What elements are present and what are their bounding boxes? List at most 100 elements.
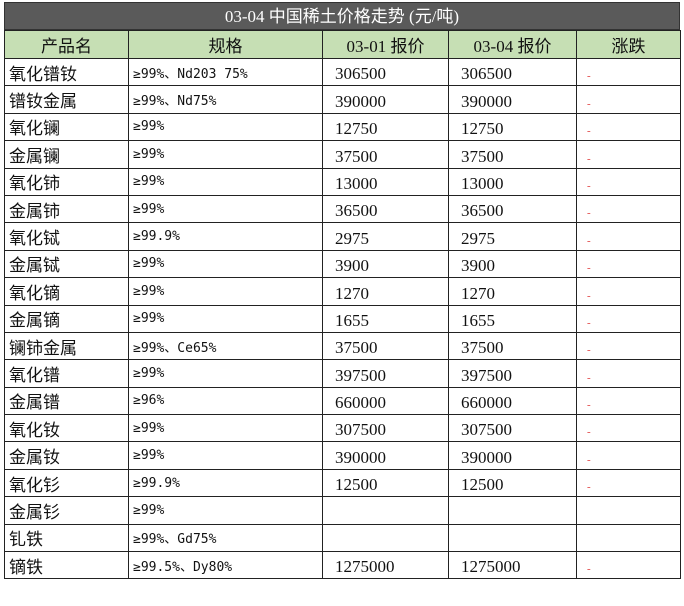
- empty-cell: [576, 496, 681, 525]
- spec: ≥99%、Ce65%: [128, 331, 323, 361]
- header-cell: 03-01 报价: [322, 30, 449, 59]
- change: -: [576, 249, 681, 279]
- header-cell: 涨跌: [576, 30, 681, 59]
- empty-cell: [322, 523, 449, 553]
- price: 3900: [322, 249, 449, 279]
- spec: ≥99%: [128, 304, 323, 333]
- header-cell: 规格: [128, 30, 323, 59]
- price: 37500: [448, 140, 577, 169]
- price: 12500: [322, 468, 449, 498]
- price: 13000: [448, 167, 577, 196]
- spec: ≥99%: [128, 249, 323, 279]
- header-cell: 03-04 报价: [448, 30, 577, 59]
- price: 37500: [448, 331, 577, 361]
- change: -: [576, 304, 681, 333]
- change: -: [576, 167, 681, 196]
- spec: ≥99%: [128, 277, 323, 306]
- product-name: 金属铈: [4, 194, 129, 224]
- table-row: 金属镧 ≥99% 37500 37500-: [4, 140, 681, 169]
- spec: ≥99%: [128, 140, 323, 169]
- spec: ≥99%: [128, 441, 323, 470]
- price: 390000: [448, 85, 577, 114]
- price: 12500: [448, 468, 577, 498]
- spec: ≥96%: [128, 386, 323, 416]
- table-row: 金属钕 ≥99% 390000 390000-: [4, 441, 681, 470]
- price: 306500: [322, 57, 449, 87]
- empty-cell: [448, 523, 577, 553]
- spec: ≥99%: [128, 167, 323, 196]
- change: -: [576, 468, 681, 498]
- price: 390000: [322, 85, 449, 114]
- product-name: 金属钕: [4, 441, 129, 470]
- price: 1655: [322, 304, 449, 333]
- table-row: 氧化镨钕 ≥99%、Nd203 75% 306500 306500-: [4, 57, 681, 87]
- spec: ≥99%、Nd203 75%: [128, 57, 323, 87]
- price: 12750: [322, 112, 449, 142]
- price: 1270: [448, 277, 577, 306]
- table-row: 镧铈金属 ≥99%、Ce65% 37500 37500-: [4, 331, 681, 361]
- product-name: 氧化镨钕: [4, 57, 129, 87]
- header-row: 产品名 规格 03-01 报价 03-04 报价 涨跌: [4, 30, 681, 59]
- change: -: [576, 441, 681, 470]
- product-name: 氧化镨: [4, 359, 129, 388]
- spec: ≥99%: [128, 112, 323, 142]
- empty-cell: [448, 496, 577, 525]
- table-row: 氧化镧 ≥99% 12750 12750-: [4, 112, 681, 142]
- table-title: 03-04 中国稀土价格走势 (元/吨): [4, 2, 680, 30]
- spec: ≥99%: [128, 496, 323, 525]
- price-table: 03-04 中国稀土价格走势 (元/吨) 产品名 规格 03-01 报价 03-04 …: [4, 2, 681, 580]
- product-name: 钆铁: [4, 523, 129, 553]
- table-row: 氧化钕 ≥99% 307500 307500-: [4, 414, 681, 443]
- spec: ≥99%、Nd75%: [128, 85, 323, 114]
- product-name: 镨钕金属: [4, 85, 129, 114]
- price: 390000: [322, 441, 449, 470]
- product-name: 氧化铽: [4, 222, 129, 251]
- table-row: 氧化铈 ≥99% 13000 13000-: [4, 167, 681, 196]
- table-row: 金属钐 ≥99%: [4, 496, 681, 525]
- change: -: [576, 414, 681, 443]
- change: -: [576, 277, 681, 306]
- product-name: 金属钐: [4, 496, 129, 525]
- product-name: 氧化镝: [4, 277, 129, 306]
- spec: ≥99.9%: [128, 222, 323, 251]
- table-row: 金属铽 ≥99% 3900 3900-: [4, 249, 681, 279]
- change: -: [576, 140, 681, 169]
- table-row: 金属镝 ≥99% 1655 1655-: [4, 304, 681, 333]
- price: 307500: [322, 414, 449, 443]
- price: 306500: [448, 57, 577, 87]
- change: -: [576, 386, 681, 416]
- empty-cell: [576, 523, 681, 553]
- product-name: 金属镝: [4, 304, 129, 333]
- product-name: 金属镨: [4, 386, 129, 416]
- change: -: [576, 359, 681, 388]
- spec: ≥99%: [128, 359, 323, 388]
- empty-cell: [322, 496, 449, 525]
- product-name: 氧化镧: [4, 112, 129, 142]
- price: 307500: [448, 414, 577, 443]
- table-row: 金属镨 ≥96% 660000 660000-: [4, 386, 681, 416]
- price: 36500: [322, 194, 449, 224]
- header-cell: 产品名: [4, 30, 129, 59]
- price: 660000: [448, 386, 577, 416]
- price: 3900: [448, 249, 577, 279]
- price: 1275000: [322, 551, 449, 580]
- price: 13000: [322, 167, 449, 196]
- table: 产品名 规格 03-01 报价 03-04 报价 涨跌 氧化镨钕 ≥99%、Nd203 75…: [4, 30, 681, 580]
- table-row: 氧化镨 ≥99% 397500 397500-: [4, 359, 681, 388]
- product-name: 氧化钐: [4, 468, 129, 498]
- price: 1655: [448, 304, 577, 333]
- price: 390000: [448, 441, 577, 470]
- spec: ≥99%: [128, 194, 323, 224]
- change: -: [576, 194, 681, 224]
- spec: ≥99.9%: [128, 468, 323, 498]
- table-row: 氧化镝 ≥99% 1270 1270-: [4, 277, 681, 306]
- spec: ≥99%、Gd75%: [128, 523, 323, 553]
- price: 1270: [322, 277, 449, 306]
- product-name: 氧化钕: [4, 414, 129, 443]
- product-name: 镧铈金属: [4, 331, 129, 361]
- price: 2975: [448, 222, 577, 251]
- table-row: 氧化钐 ≥99.9% 12500 12500-: [4, 468, 681, 498]
- price: 12750: [448, 112, 577, 142]
- change: -: [576, 331, 681, 361]
